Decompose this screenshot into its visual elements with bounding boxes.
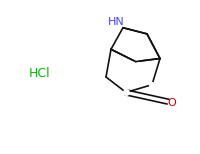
Text: HN: HN — [108, 17, 124, 26]
Text: HCl: HCl — [29, 67, 51, 80]
Text: O: O — [167, 98, 176, 108]
